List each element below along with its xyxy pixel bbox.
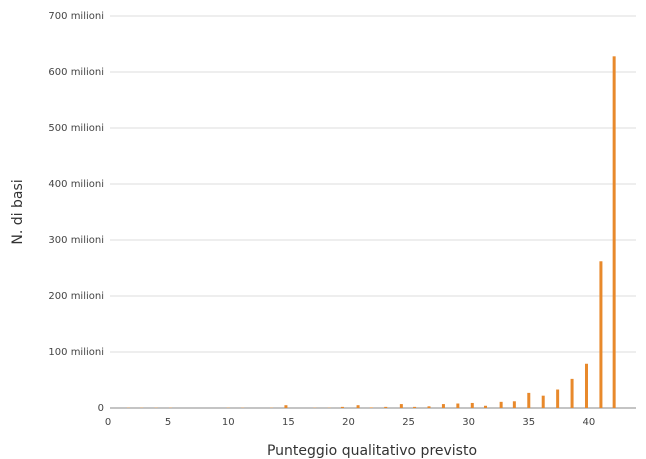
x-tick-label: 0 [105, 417, 111, 428]
y-tick-label: 200 milioni [48, 291, 104, 302]
bar [384, 406, 388, 408]
bar [512, 401, 516, 408]
bar [484, 405, 488, 408]
y-tick-label: 400 milioni [48, 179, 104, 190]
bar [541, 395, 545, 408]
x-tick-label: 5 [165, 417, 171, 428]
bar [399, 404, 403, 408]
bar [584, 363, 588, 408]
y-tick-label: 500 milioni [48, 123, 104, 134]
x-tick-label: 10 [222, 417, 235, 428]
x-tick-label: 40 [583, 417, 596, 428]
x-tick-label: 20 [342, 417, 355, 428]
bar [456, 403, 460, 408]
y-tick-label: 300 milioni [48, 235, 104, 246]
bar [570, 378, 574, 408]
bar [499, 401, 503, 408]
bar [427, 406, 431, 408]
y-axis-title: N. di basi [10, 179, 26, 244]
bar [369, 407, 373, 408]
bar [356, 405, 360, 408]
y-tick-label: 600 milioni [48, 67, 104, 78]
x-tick-label: 25 [402, 417, 415, 428]
bar [599, 261, 603, 408]
y-tick-label: 0 [98, 403, 104, 414]
bar [284, 405, 288, 408]
x-tick-label: 35 [522, 417, 535, 428]
bar [470, 402, 474, 408]
bar [340, 406, 344, 408]
x-tick-label: 30 [462, 417, 475, 428]
x-axis-title: Punteggio qualitativo previsto [267, 443, 477, 459]
bar [527, 392, 531, 408]
x-tick-label: 15 [282, 417, 295, 428]
bar [441, 404, 445, 408]
bar [612, 56, 616, 408]
bar [413, 406, 417, 408]
bar [556, 389, 560, 408]
y-tick-label: 700 milioni [48, 11, 104, 22]
y-tick-label: 100 milioni [48, 347, 104, 358]
